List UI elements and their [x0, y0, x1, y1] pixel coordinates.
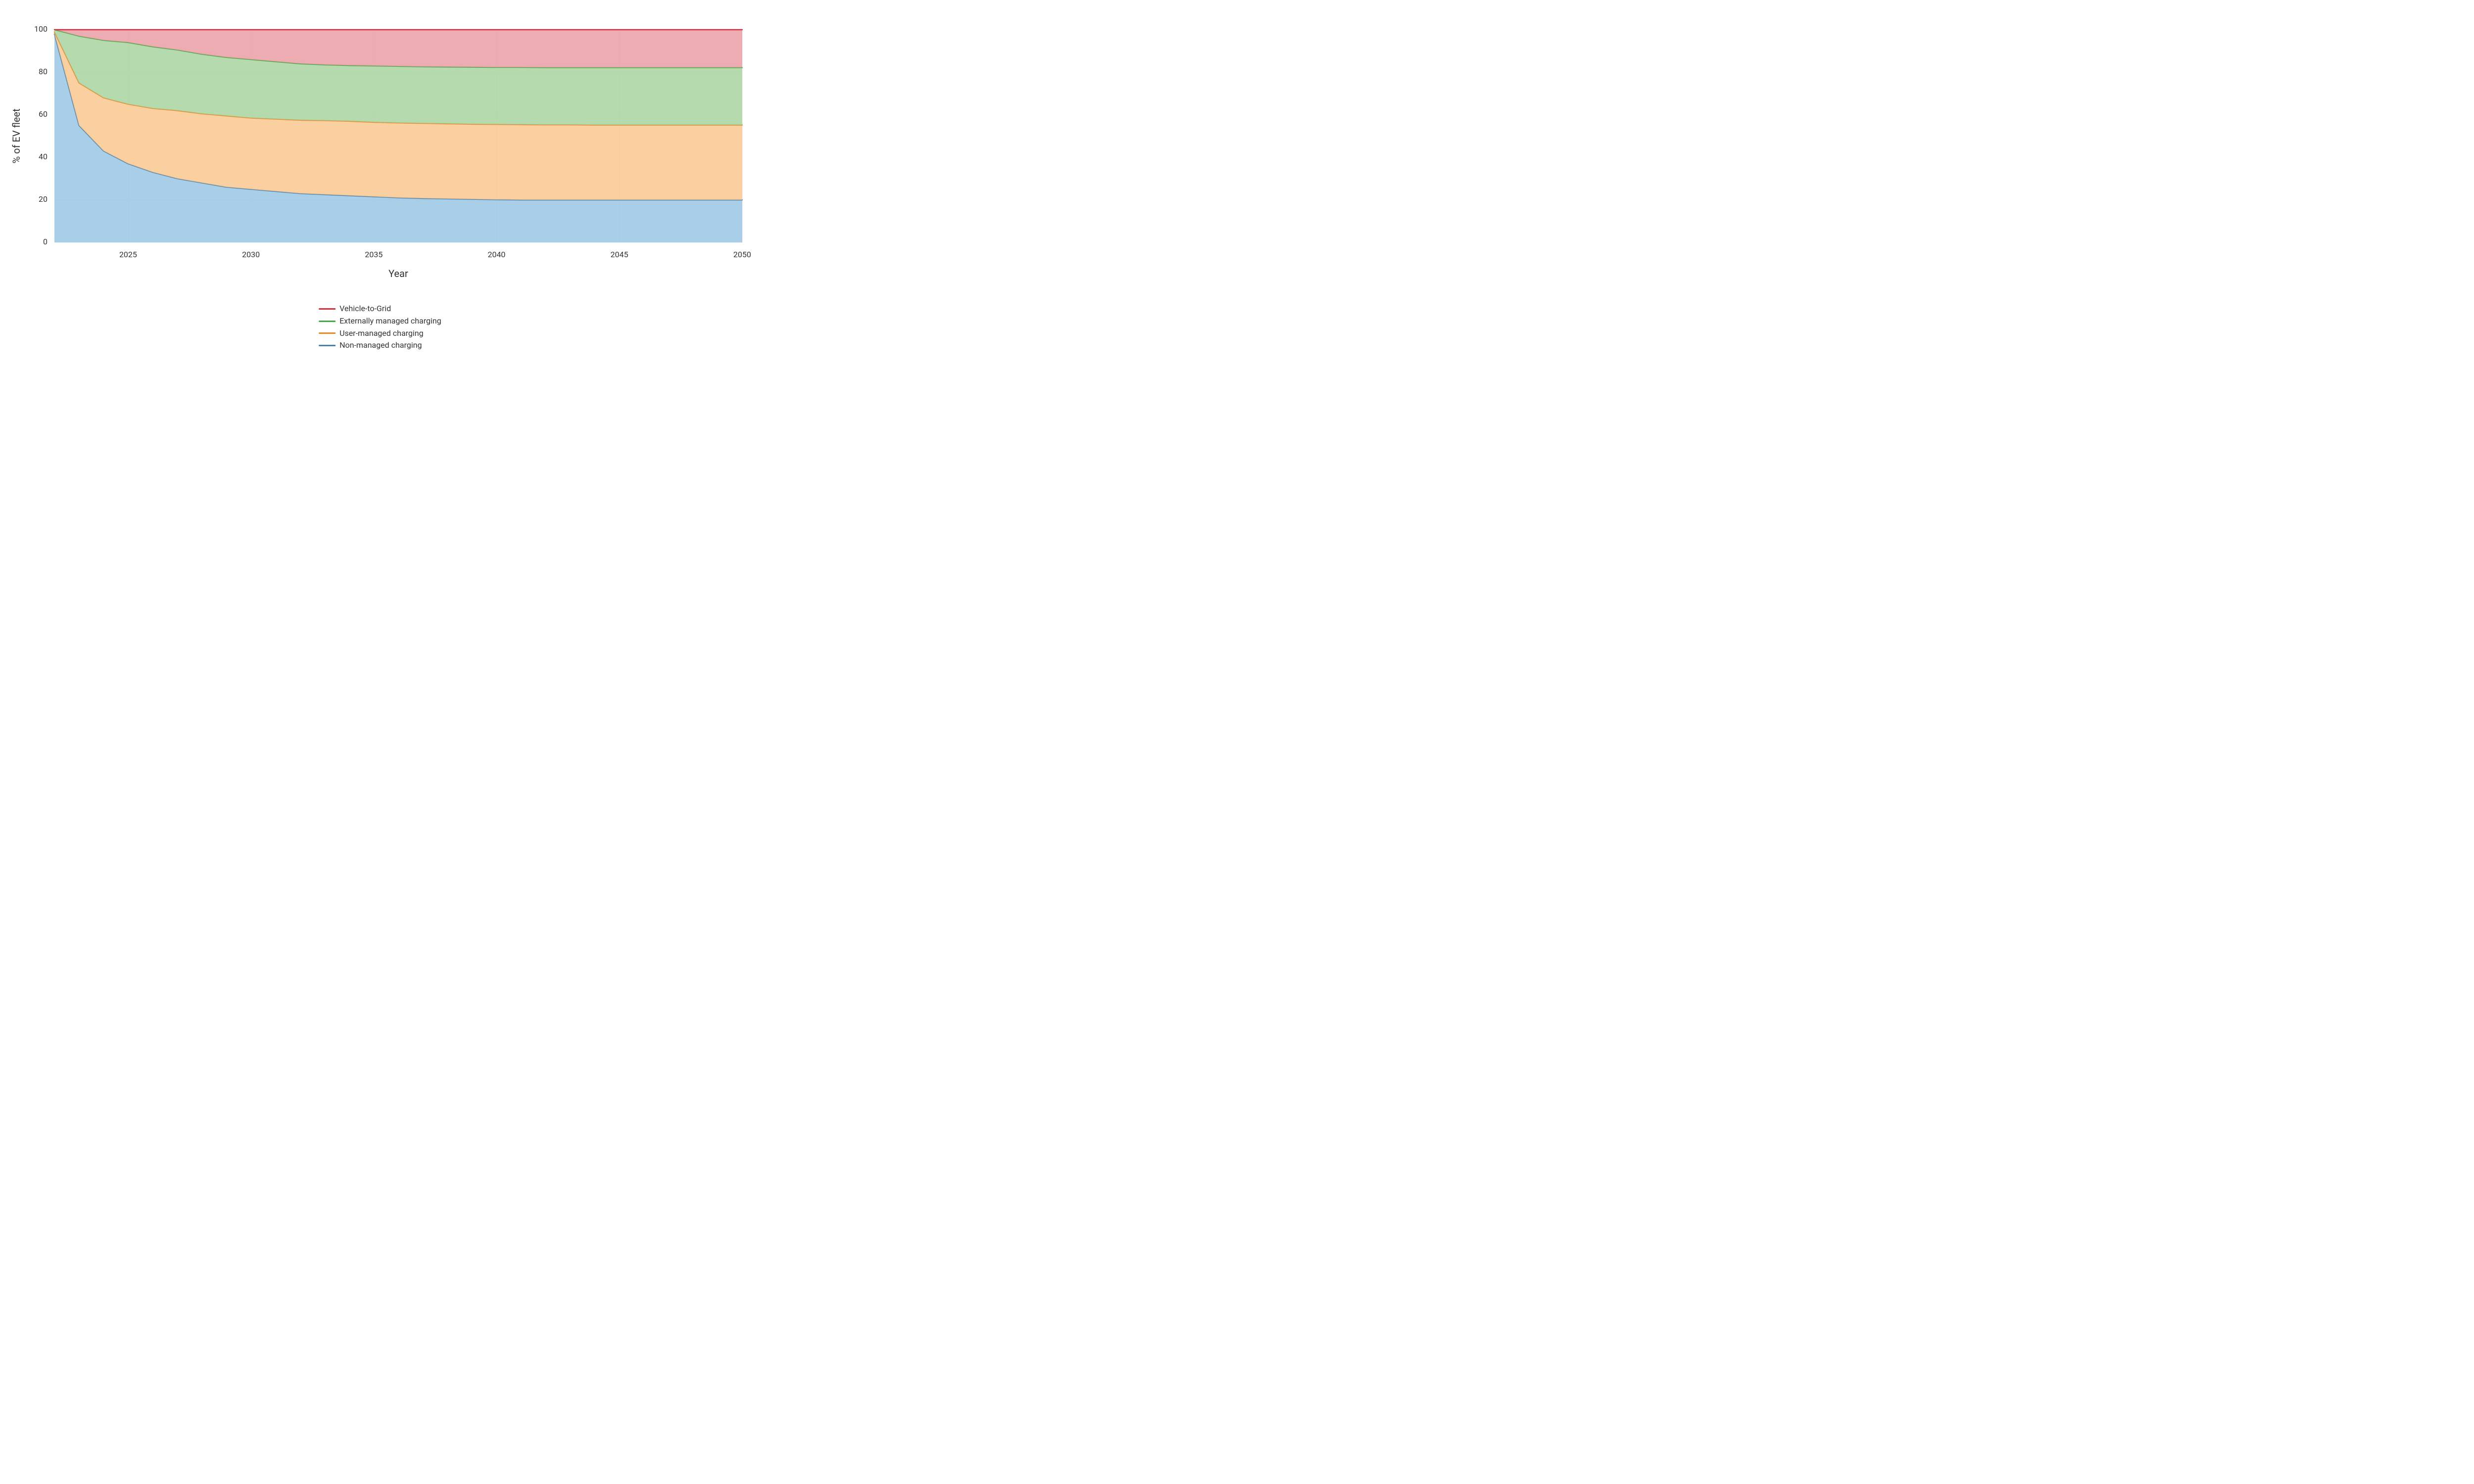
- y-tick-label: 0: [43, 237, 48, 246]
- y-tick-label: 100: [34, 24, 48, 34]
- legend-swatch: [319, 321, 335, 322]
- ev-fleet-stacked-area-chart: 020406080100202520302035204020452050% of…: [0, 0, 760, 380]
- x-tick-label: 2025: [119, 250, 137, 259]
- legend-label: User-managed charging: [339, 328, 424, 339]
- legend-item-user_managed: User-managed charging: [319, 328, 441, 339]
- y-tick-label: 20: [39, 194, 48, 204]
- x-tick-label: 2030: [242, 250, 260, 259]
- y-tick-label: 60: [39, 109, 48, 119]
- legend-label: Vehicle-to-Grid: [339, 304, 391, 314]
- x-tick-label: 2040: [488, 250, 506, 259]
- y-axis-title: % of EV fleet: [10, 108, 22, 163]
- legend-swatch: [319, 308, 335, 310]
- legend-label: Externally managed charging: [339, 316, 441, 326]
- legend-label: Non-managed charging: [339, 340, 422, 351]
- legend-item-externally_managed: Externally managed charging: [319, 316, 441, 326]
- chart-legend: Vehicle-to-Grid Externally managed chargi…: [319, 302, 441, 353]
- legend-swatch: [319, 345, 335, 346]
- x-tick-label: 2035: [365, 250, 382, 259]
- x-tick-label: 2050: [733, 250, 751, 259]
- legend-item-v2g: Vehicle-to-Grid: [319, 304, 441, 314]
- legend-swatch: [319, 332, 335, 334]
- legend-item-non_managed: Non-managed charging: [319, 340, 441, 351]
- y-tick-label: 80: [39, 67, 48, 76]
- y-tick-label: 40: [39, 152, 48, 161]
- x-axis-title: Year: [388, 268, 408, 279]
- x-tick-label: 2045: [611, 250, 628, 259]
